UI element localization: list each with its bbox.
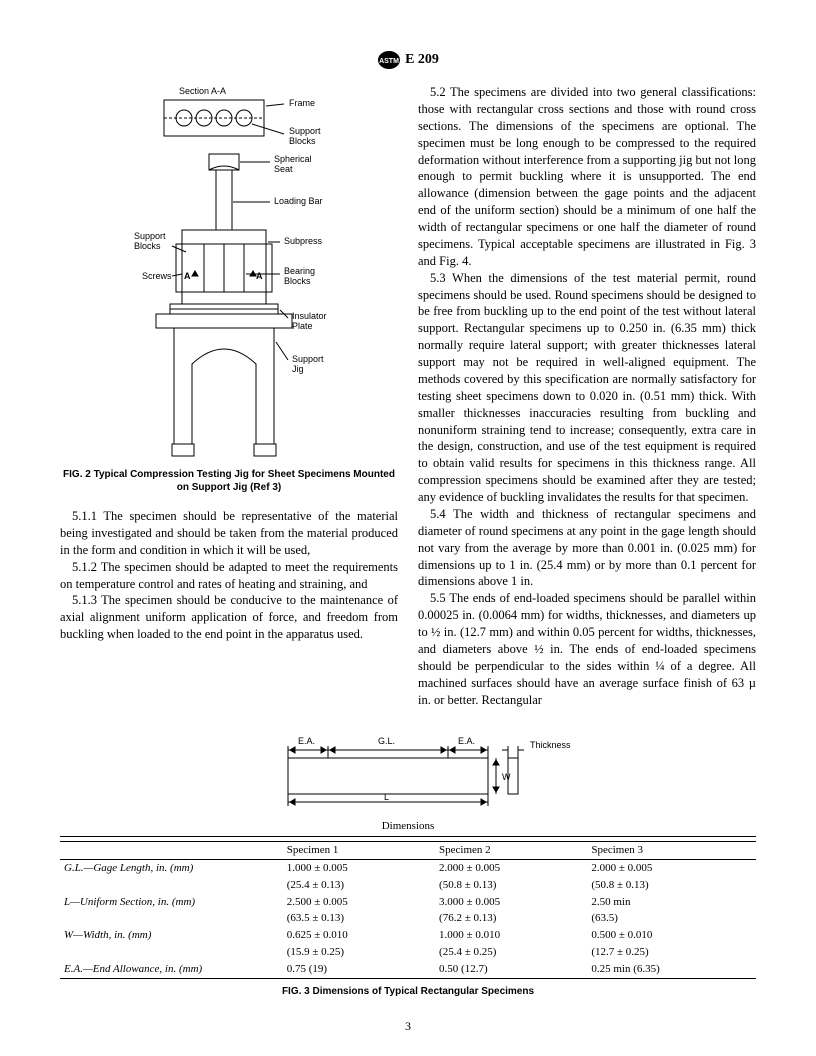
table-row: (15.9 ± 0.25)(25.4 ± 0.25)(12.7 ± 0.25) (60, 944, 756, 961)
cell: (25.4 ± 0.25) (435, 944, 587, 961)
col-specimen-2: Specimen 2 (435, 842, 587, 860)
label-support-blocks-left: Support (134, 231, 166, 241)
cell: 2.500 ± 0.005 (283, 894, 435, 911)
cell: (15.9 ± 0.25) (283, 944, 435, 961)
dimensions-table: Specimen 1 Specimen 2 Specimen 3 G.L.—Ga… (60, 841, 756, 979)
svg-text:L: L (384, 792, 389, 802)
figure-3-caption: FIG. 3 Dimensions of Typical Rectangular… (60, 985, 756, 998)
svg-text:ASTM: ASTM (379, 58, 399, 65)
para-5-2: 5.2 The specimens are divided into two g… (418, 84, 756, 270)
row-label: L—Uniform Section, in. (mm) (60, 894, 283, 911)
table-title: Dimensions (60, 819, 756, 837)
para-5-1-3: 5.1.3 The specimen should be conducive t… (60, 592, 398, 643)
svg-text:Plate: Plate (292, 321, 313, 331)
right-column: 5.2 The specimens are divided into two g… (418, 84, 756, 708)
cell: 2.50 min (587, 894, 756, 911)
col-specimen-3: Specimen 3 (587, 842, 756, 860)
svg-text:Seat: Seat (274, 164, 293, 174)
cell: (63.5 ± 0.13) (283, 910, 435, 927)
cell: 1.000 ± 0.005 (283, 859, 435, 876)
table-header-row: Specimen 1 Specimen 2 Specimen 3 (60, 842, 756, 860)
svg-text:Jig: Jig (292, 364, 304, 374)
cell: (63.5) (587, 910, 756, 927)
svg-text:E.A.: E.A. (298, 736, 315, 746)
page-header: ASTM E 209 (60, 50, 756, 70)
cell: (76.2 ± 0.13) (435, 910, 587, 927)
label-bearing-blocks: Bearing (284, 266, 315, 276)
label-frame: Frame (289, 98, 315, 108)
para-5-4: 5.4 The width and thickness of rectangul… (418, 506, 756, 590)
label-section-aa: Section A-A (179, 86, 226, 96)
row-label: E.A.—End Allowance, in. (mm) (60, 961, 283, 978)
cell: 2.000 ± 0.005 (435, 859, 587, 876)
para-5-5: 5.5 The ends of end-loaded specimens sho… (418, 590, 756, 708)
table-row: G.L.—Gage Length, in. (mm)1.000 ± 0.0052… (60, 859, 756, 876)
table-row: L—Uniform Section, in. (mm)2.500 ± 0.005… (60, 894, 756, 911)
page-number: 3 (0, 1018, 816, 1034)
figure-2: Section A-A Frame Support Blocks Spher (60, 84, 398, 494)
svg-text:E.A.: E.A. (458, 736, 475, 746)
figure-3: E.A. G.L. E.A. Thickness W L (60, 728, 756, 997)
table-row: E.A.—End Allowance, in. (mm)0.75 (19)0.5… (60, 961, 756, 978)
cell: 0.625 ± 0.010 (283, 927, 435, 944)
svg-text:Thickness: Thickness (530, 740, 571, 750)
label-screws: Screws (142, 271, 172, 281)
label-a-left: A (184, 271, 191, 281)
label-subpress: Subpress (284, 236, 323, 246)
cell: 3.000 ± 0.005 (435, 894, 587, 911)
svg-text:W: W (502, 772, 511, 782)
standard-number: E 209 (405, 51, 439, 70)
cell: (12.7 ± 0.25) (587, 944, 756, 961)
svg-text:G.L.: G.L. (378, 736, 395, 746)
label-spherical-seat: Spherical (274, 154, 312, 164)
table-row: (25.4 ± 0.13)(50.8 ± 0.13)(50.8 ± 0.13) (60, 877, 756, 894)
cell: 0.50 (12.7) (435, 961, 587, 978)
compression-jig-diagram: Section A-A Frame Support Blocks Spher (74, 84, 384, 464)
table-row: (63.5 ± 0.13)(76.2 ± 0.13)(63.5) (60, 910, 756, 927)
specimen-diagram: E.A. G.L. E.A. Thickness W L (60, 728, 756, 813)
label-insulator-plate: Insulator (292, 311, 327, 321)
para-5-3: 5.3 When the dimensions of the test mate… (418, 270, 756, 506)
label-support-jig: Support (292, 354, 324, 364)
cell: 2.000 ± 0.005 (587, 859, 756, 876)
label-support-blocks-top: Support (289, 126, 321, 136)
table-row: W—Width, in. (mm)0.625 ± 0.0101.000 ± 0.… (60, 927, 756, 944)
para-5-1-2: 5.1.2 The specimen should be adapted to … (60, 559, 398, 593)
cell: 1.000 ± 0.010 (435, 927, 587, 944)
row-label: G.L.—Gage Length, in. (mm) (60, 859, 283, 876)
left-column: Section A-A Frame Support Blocks Spher (60, 84, 398, 708)
svg-text:Blocks: Blocks (134, 241, 161, 251)
svg-text:Blocks: Blocks (284, 276, 311, 286)
col-specimen-1: Specimen 1 (283, 842, 435, 860)
label-loading-bar: Loading Bar (274, 196, 323, 206)
cell: 0.75 (19) (283, 961, 435, 978)
cell: (25.4 ± 0.13) (283, 877, 435, 894)
row-label: W—Width, in. (mm) (60, 927, 283, 944)
two-column-layout: Section A-A Frame Support Blocks Spher (60, 84, 756, 708)
cell: (50.8 ± 0.13) (435, 877, 587, 894)
figure-2-caption: FIG. 2 Typical Compression Testing Jig f… (60, 468, 398, 494)
cell: 0.25 min (6.35) (587, 961, 756, 978)
cell: (50.8 ± 0.13) (587, 877, 756, 894)
svg-text:Blocks: Blocks (289, 136, 316, 146)
astm-logo-icon: ASTM (377, 50, 401, 70)
cell: 0.500 ± 0.010 (587, 927, 756, 944)
para-5-1-1: 5.1.1 The specimen should be representat… (60, 508, 398, 559)
label-a-right: A (256, 271, 263, 281)
